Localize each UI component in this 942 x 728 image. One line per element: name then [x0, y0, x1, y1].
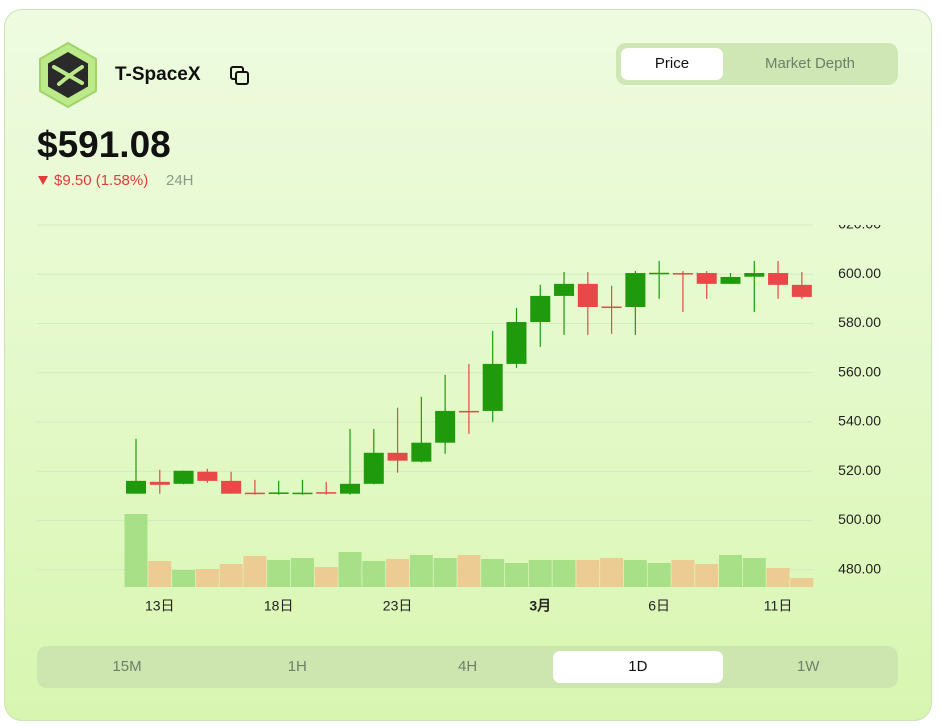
y-tick-label: 500.00: [838, 511, 881, 527]
candle-body: [363, 452, 384, 484]
candle-body: [197, 471, 218, 481]
candle-body: [316, 492, 337, 494]
price-change: $9.50 (1.58%): [54, 172, 149, 189]
volume-bar: [600, 558, 624, 587]
card: T-SpaceX $591.08 $9.50 (1.58%) 24H Price…: [4, 9, 932, 721]
candle-body: [268, 492, 289, 494]
candle-body: [577, 283, 598, 308]
volume-bar: [457, 555, 481, 587]
candle-body: [482, 363, 503, 411]
timeframe-bar: 15M 1H 4H 1D 1W: [37, 646, 898, 688]
candle-body: [221, 480, 242, 494]
down-arrow: [38, 176, 48, 185]
candle-body: [601, 306, 622, 309]
volume-bar: [243, 556, 267, 587]
logo: [39, 41, 97, 109]
tab-bar: Price Market Depth: [616, 43, 898, 85]
volume-bar: [695, 564, 719, 587]
volume-bar: [172, 570, 196, 587]
candle-body: [126, 480, 146, 494]
volume-bar: [552, 560, 576, 587]
volume-bar: [124, 514, 148, 587]
candle-body: [554, 283, 575, 296]
x-tick-label: 6日: [648, 598, 670, 614]
volume-bar: [504, 563, 528, 587]
candle-body: [149, 481, 170, 485]
volume-bar: [219, 564, 243, 587]
candle-body: [625, 273, 646, 308]
x-tick-label: 23日: [383, 598, 413, 614]
candle-body: [458, 410, 479, 413]
y-tick-label: 580.00: [838, 314, 881, 330]
candle-body: [696, 273, 717, 284]
volume-bar: [362, 561, 386, 587]
volume-bar: [647, 563, 671, 587]
candle-body: [720, 276, 741, 284]
volume-bar: [623, 560, 647, 587]
volume-bar: [386, 559, 410, 587]
candle-body: [387, 452, 408, 461]
candle-body: [768, 273, 789, 285]
volume-bar: [290, 558, 314, 587]
timeframe-button[interactable]: 1W: [796, 658, 820, 675]
volume-bar: [671, 560, 695, 587]
token-name: T-SpaceX: [115, 64, 201, 85]
candle-body: [435, 410, 456, 443]
y-tick-label: 540.00: [838, 413, 881, 429]
volume-bar: [766, 568, 790, 587]
x-tick-label: 11日: [764, 598, 793, 614]
candle-body: [530, 295, 551, 323]
price: $591.08: [37, 124, 171, 165]
chart: 480.00 500.00 520.00 540.00 560.00 580.00 600.…: [37, 216, 881, 614]
volume-bar: [576, 560, 600, 587]
candle-body: [649, 272, 670, 275]
x-tick-label: 18日: [264, 598, 294, 614]
volume-bar: [409, 555, 433, 587]
candle-body: [244, 492, 265, 495]
y-tick-label: 600.00: [838, 265, 881, 281]
x-tick-label: 3月: [529, 598, 551, 614]
volume-bar: [719, 555, 742, 587]
volume-bar: [314, 567, 338, 587]
period: 24H: [166, 172, 194, 189]
timeframe-button[interactable]: 1D: [552, 651, 723, 683]
timeframe-button[interactable]: 15M: [112, 658, 142, 675]
candle-body: [672, 273, 693, 275]
candle-body: [506, 322, 527, 364]
timeframe-button[interactable]: 1H: [287, 658, 307, 675]
tab[interactable]: Price: [621, 48, 723, 80]
volume-bar: [338, 552, 362, 587]
candle-body: [292, 492, 313, 495]
y-tick-label: 560.00: [838, 363, 881, 379]
volume-bar: [790, 578, 814, 587]
timeframe-button[interactable]: 4H: [458, 658, 478, 675]
tab[interactable]: Market Depth: [764, 55, 856, 72]
candle-body: [340, 483, 361, 494]
candle-body: [411, 442, 432, 462]
volume-bar: [195, 569, 219, 587]
candle-body: [173, 470, 194, 484]
x-tick-label: 13日: [145, 598, 175, 614]
volume-bar: [528, 560, 552, 587]
y-tick-label: 620.00: [838, 216, 881, 232]
volume-bar: [481, 559, 505, 587]
volume-bar: [742, 558, 766, 587]
volume-bar: [148, 561, 172, 587]
y-tick-label: 520.00: [838, 462, 881, 478]
y-tick-label: 480.00: [838, 560, 881, 576]
candle-body: [791, 284, 812, 297]
copy-button[interactable]: [229, 65, 251, 87]
candle-body: [744, 273, 765, 277]
volume-bar: [267, 560, 291, 587]
volume-bar: [433, 558, 457, 587]
